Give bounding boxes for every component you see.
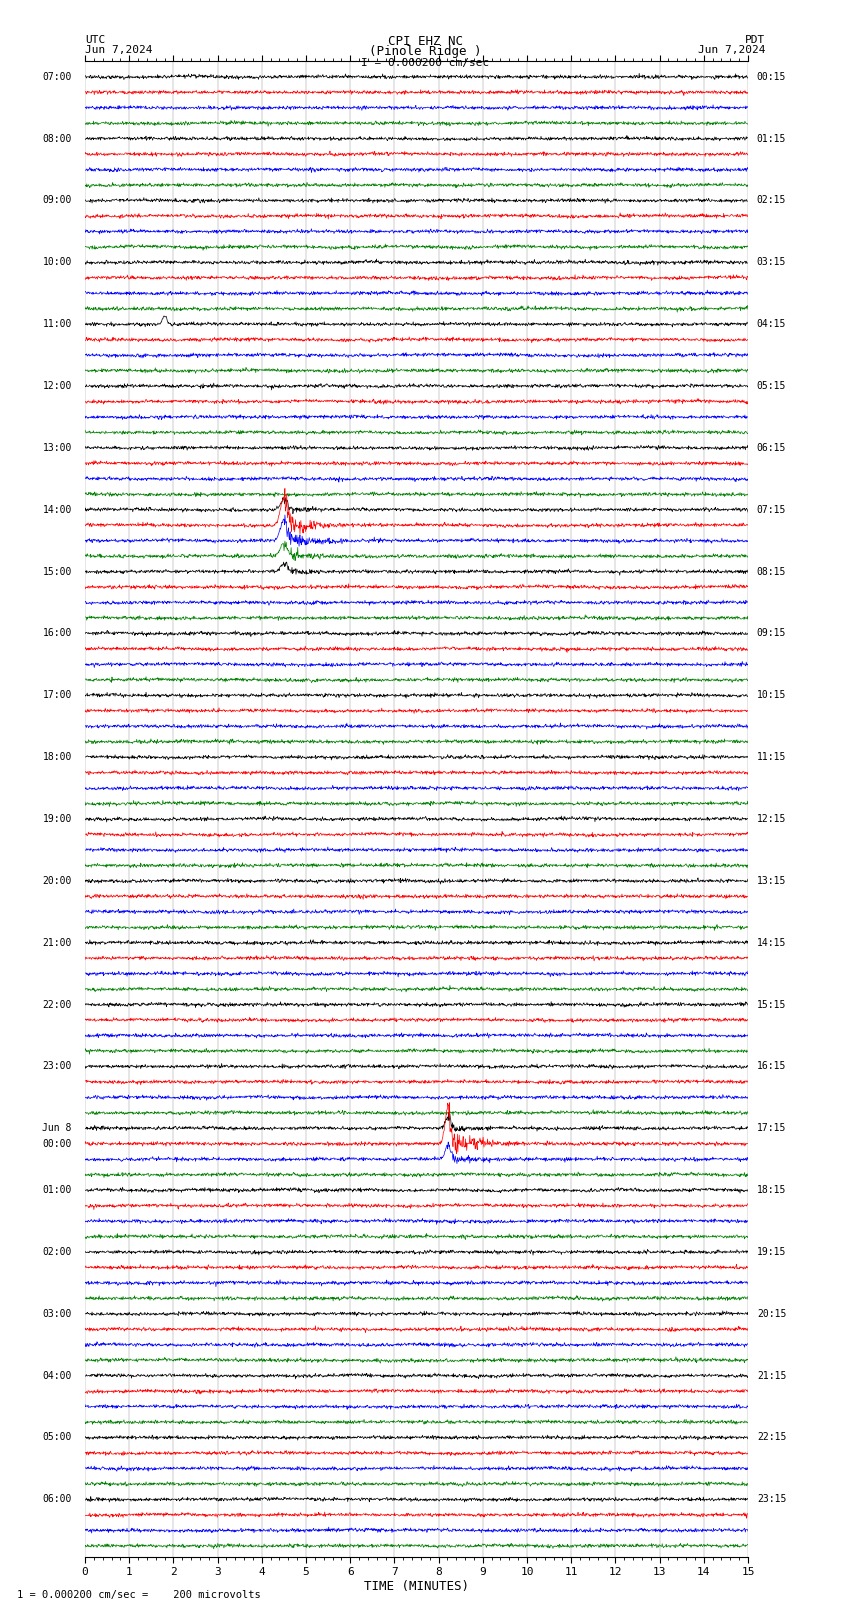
Text: 20:00: 20:00 [42,876,71,886]
Text: 08:15: 08:15 [756,566,786,576]
Text: 12:00: 12:00 [42,381,71,390]
Text: Jun 7,2024: Jun 7,2024 [698,45,765,55]
Text: 22:00: 22:00 [42,1000,71,1010]
Text: 03:15: 03:15 [756,258,786,268]
Text: 05:00: 05:00 [42,1432,71,1442]
Text: I = 0.000200 cm/sec: I = 0.000200 cm/sec [361,58,489,68]
Text: 19:00: 19:00 [42,815,71,824]
Text: 06:00: 06:00 [42,1494,71,1505]
Text: 09:00: 09:00 [42,195,71,205]
Text: 09:15: 09:15 [756,629,786,639]
Text: 15:15: 15:15 [756,1000,786,1010]
Text: 14:00: 14:00 [42,505,71,515]
Text: 1 = 0.000200 cm/sec =    200 microvolts: 1 = 0.000200 cm/sec = 200 microvolts [17,1590,261,1600]
Text: 04:00: 04:00 [42,1371,71,1381]
Text: 23:00: 23:00 [42,1061,71,1071]
Text: 23:15: 23:15 [756,1494,786,1505]
Text: UTC: UTC [85,35,105,45]
X-axis label: TIME (MINUTES): TIME (MINUTES) [364,1579,469,1592]
Text: 17:15: 17:15 [756,1123,786,1134]
Text: 13:15: 13:15 [756,876,786,886]
Text: 15:00: 15:00 [42,566,71,576]
Text: 00:15: 00:15 [756,71,786,82]
Text: 00:00: 00:00 [42,1139,71,1148]
Text: 14:15: 14:15 [756,937,786,948]
Text: 21:00: 21:00 [42,937,71,948]
Text: 12:15: 12:15 [756,815,786,824]
Text: 07:00: 07:00 [42,71,71,82]
Text: 11:15: 11:15 [756,752,786,761]
Text: 08:00: 08:00 [42,134,71,144]
Text: PDT: PDT [745,35,765,45]
Text: 06:15: 06:15 [756,444,786,453]
Text: 04:15: 04:15 [756,319,786,329]
Text: CPI EHZ NC: CPI EHZ NC [388,35,462,48]
Text: 19:15: 19:15 [756,1247,786,1257]
Text: 02:15: 02:15 [756,195,786,205]
Text: 10:00: 10:00 [42,258,71,268]
Text: 11:00: 11:00 [42,319,71,329]
Text: 13:00: 13:00 [42,444,71,453]
Text: Jun 8: Jun 8 [42,1123,71,1134]
Text: Jun 7,2024: Jun 7,2024 [85,45,152,55]
Text: 01:00: 01:00 [42,1186,71,1195]
Text: 17:00: 17:00 [42,690,71,700]
Text: 02:00: 02:00 [42,1247,71,1257]
Text: 21:15: 21:15 [756,1371,786,1381]
Text: 03:00: 03:00 [42,1308,71,1319]
Text: 18:15: 18:15 [756,1186,786,1195]
Text: 16:00: 16:00 [42,629,71,639]
Text: 18:00: 18:00 [42,752,71,761]
Text: 07:15: 07:15 [756,505,786,515]
Text: 10:15: 10:15 [756,690,786,700]
Text: 01:15: 01:15 [756,134,786,144]
Text: 16:15: 16:15 [756,1061,786,1071]
Text: 20:15: 20:15 [756,1308,786,1319]
Text: 05:15: 05:15 [756,381,786,390]
Text: 22:15: 22:15 [756,1432,786,1442]
Text: (Pinole Ridge ): (Pinole Ridge ) [369,45,481,58]
